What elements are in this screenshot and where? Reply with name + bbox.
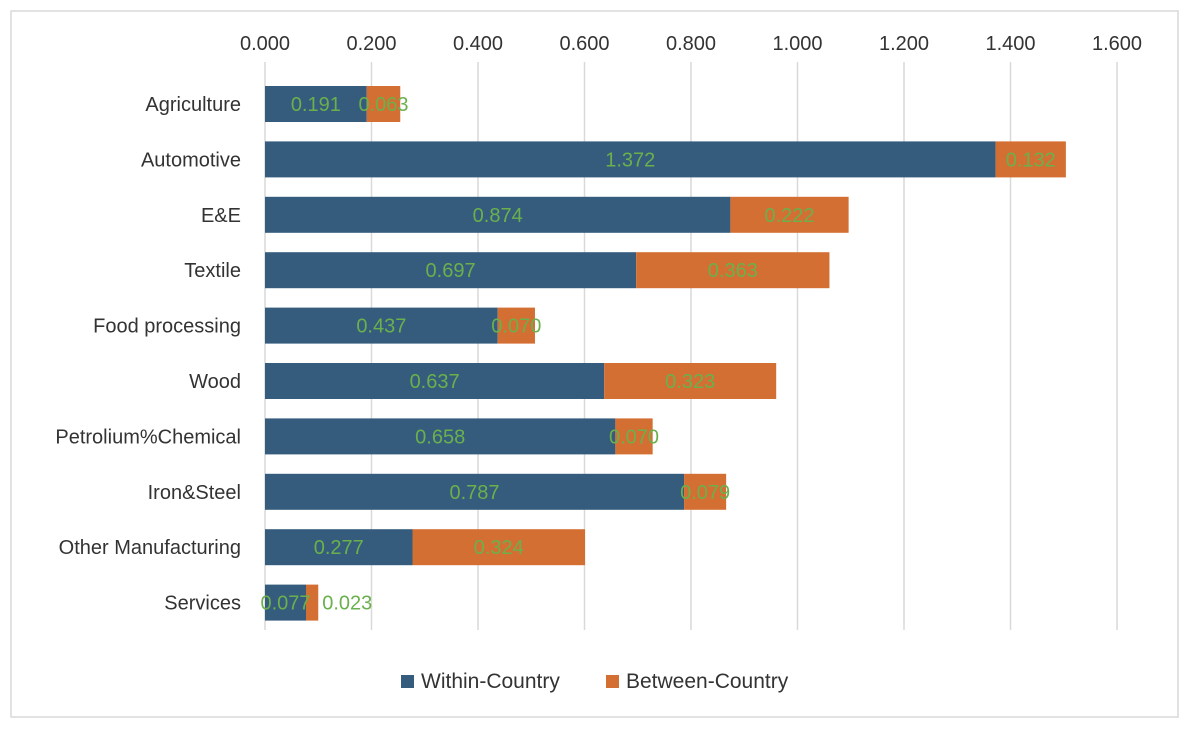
- data-label-between-services: 0.023: [322, 593, 372, 615]
- data-label-between-other-manufacturing: 0.324: [474, 537, 524, 559]
- data-label-within-services: 0.077: [260, 593, 310, 615]
- x-tick-label: 0.200: [346, 33, 396, 55]
- x-tick-label: 0.000: [240, 33, 290, 55]
- data-labels: 0.191 0.063 1.372 0.132 0.874 0.222 0.697 0.363…: [260, 94, 1055, 615]
- data-label-between-textile: 0.363: [708, 260, 758, 282]
- bars: [265, 86, 1066, 621]
- bar-between-other-manufacturing: [412, 529, 586, 566]
- x-tick-label: 0.800: [666, 33, 716, 55]
- category-label-petrolium-chemical: Petrolium%Chemical: [55, 426, 241, 448]
- legend-swatch-within-country: [401, 675, 414, 688]
- bar-between-e-e: [730, 196, 849, 233]
- bar-within-e-e: [265, 196, 731, 233]
- category-label-services: Services: [164, 593, 241, 615]
- data-label-within-automotive: 1.372: [605, 149, 655, 171]
- bar-within-other-manufacturing: [265, 529, 413, 566]
- legend-swatch-between-country: [606, 675, 619, 688]
- x-axis-ticks: 0.000 0.200 0.400 0.600 0.800 1.000 1.200 1.400…: [240, 33, 1142, 55]
- bar-within-petrolium-chemical: [265, 418, 616, 455]
- bar-within-food-processing: [265, 307, 498, 344]
- category-label-food-processing: Food processing: [93, 316, 241, 338]
- legend-label-between-country: Between-Country: [626, 670, 789, 693]
- bar-between-agriculture: [366, 86, 401, 122]
- bar-within-wood: [265, 363, 605, 399]
- bar-within-textile: [265, 252, 637, 289]
- bar-between-wood: [604, 363, 777, 399]
- category-label-wood: Wood: [189, 371, 241, 393]
- x-tick-label: 0.400: [453, 33, 503, 55]
- x-tick-label: 0.600: [559, 33, 609, 55]
- data-label-within-e-e: 0.874: [473, 205, 523, 227]
- x-tick-label: 1.600: [1092, 33, 1142, 55]
- bar-between-textile: [636, 252, 830, 289]
- data-label-within-other-manufacturing: 0.277: [314, 537, 364, 559]
- category-label-e-e: E&E: [201, 205, 241, 227]
- category-labels: Agriculture Automotive E&E Textile Food proc…: [55, 94, 241, 615]
- data-label-between-e-e: 0.222: [764, 205, 814, 227]
- data-label-between-wood: 0.323: [665, 371, 715, 393]
- category-label-other-manufacturing: Other Manufacturing: [59, 537, 241, 559]
- bar-between-services: [306, 584, 319, 621]
- data-label-within-petrolium-chemical: 0.658: [415, 426, 465, 448]
- legend-label-within-country: Within-Country: [421, 670, 560, 693]
- data-label-within-iron-steel: 0.787: [450, 482, 500, 504]
- category-label-automotive: Automotive: [141, 149, 241, 171]
- category-label-textile: Textile: [184, 260, 241, 282]
- bar-between-petrolium-chemical: [615, 418, 653, 455]
- category-label-iron-steel: Iron&Steel: [148, 482, 241, 504]
- data-label-within-textile: 0.697: [426, 260, 476, 282]
- bar-between-automotive: [995, 141, 1066, 178]
- category-label-agriculture: Agriculture: [145, 94, 241, 116]
- x-tick-label: 1.200: [879, 33, 929, 55]
- bar-between-food-processing: [497, 307, 535, 344]
- bar-between-iron-steel: [684, 473, 727, 510]
- bar-within-services: [265, 584, 307, 621]
- data-label-within-wood: 0.637: [410, 371, 460, 393]
- bar-within-iron-steel: [265, 473, 685, 510]
- bar-within-agriculture: [265, 86, 367, 122]
- legend: Within-Country Between-Country: [401, 670, 789, 693]
- data-label-within-food-processing: 0.437: [356, 316, 406, 338]
- x-tick-label: 1.000: [772, 33, 822, 55]
- data-label-between-food-processing: 0.070: [491, 316, 541, 338]
- data-label-within-agriculture: 0.191: [291, 94, 341, 116]
- data-label-between-iron-steel: 0.079: [680, 482, 730, 504]
- bar-within-automotive: [265, 141, 996, 178]
- data-label-between-agriculture: 0.063: [358, 94, 408, 116]
- data-label-between-automotive: 0.132: [1006, 149, 1056, 171]
- data-label-between-petrolium-chemical: 0.070: [609, 426, 659, 448]
- x-tick-label: 1.400: [985, 33, 1035, 55]
